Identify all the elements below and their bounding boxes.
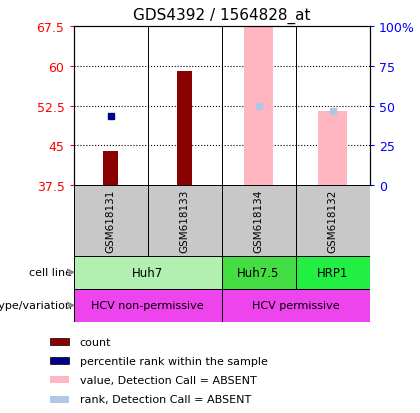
Bar — [74, 289, 222, 322]
Text: HCV permissive: HCV permissive — [252, 301, 339, 311]
Text: genotype/variation: genotype/variation — [0, 301, 72, 311]
Title: GDS4392 / 1564828_at: GDS4392 / 1564828_at — [133, 8, 310, 24]
Text: HRP1: HRP1 — [317, 266, 348, 279]
Text: value, Detection Call = ABSENT: value, Detection Call = ABSENT — [80, 375, 257, 385]
Bar — [50, 377, 69, 384]
Bar — [177, 72, 192, 186]
Bar — [147, 186, 222, 256]
Bar — [103, 152, 118, 186]
Text: Huh7.5: Huh7.5 — [237, 266, 280, 279]
Bar — [74, 256, 222, 289]
Bar — [222, 186, 296, 256]
Bar — [244, 27, 273, 186]
Text: GSM618134: GSM618134 — [254, 189, 264, 253]
Text: HCV non-permissive: HCV non-permissive — [91, 301, 204, 311]
Bar — [296, 256, 370, 289]
Bar — [74, 186, 147, 256]
Bar — [50, 358, 69, 364]
Text: Huh7: Huh7 — [132, 266, 163, 279]
Bar — [222, 289, 370, 322]
Text: count: count — [80, 337, 111, 347]
Text: GSM618133: GSM618133 — [179, 189, 189, 253]
Text: GSM618132: GSM618132 — [328, 189, 338, 253]
Text: GSM618131: GSM618131 — [105, 189, 116, 253]
Text: rank, Detection Call = ABSENT: rank, Detection Call = ABSENT — [80, 394, 251, 404]
Text: percentile rank within the sample: percentile rank within the sample — [80, 356, 268, 366]
Bar — [50, 396, 69, 403]
Bar — [222, 256, 296, 289]
Text: cell line: cell line — [29, 268, 72, 278]
Bar — [318, 112, 347, 186]
Bar — [50, 338, 69, 345]
Bar — [296, 186, 370, 256]
